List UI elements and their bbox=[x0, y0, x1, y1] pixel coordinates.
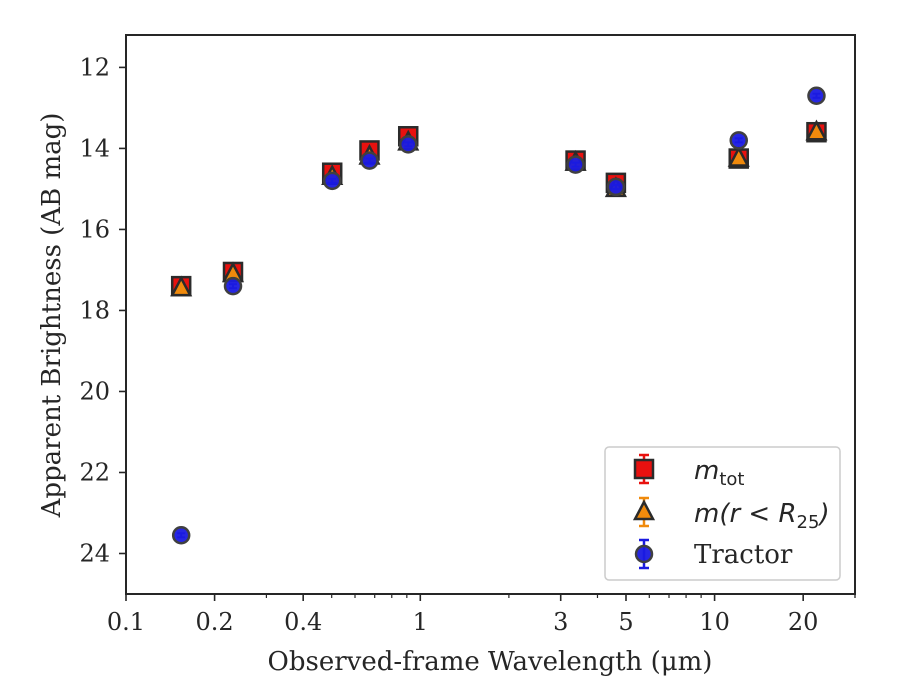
x-tick-label: 0.1 bbox=[107, 608, 145, 636]
legend-entry-mr25: m(r < R25) bbox=[694, 499, 830, 533]
data-point bbox=[322, 171, 342, 191]
legend-mr25-main: m(r < R bbox=[694, 499, 797, 529]
x-tick-label: 5 bbox=[618, 608, 633, 636]
x-axis-label: Observed-frame Wavelength (μm) bbox=[268, 647, 713, 677]
y-tick-label: 14 bbox=[79, 134, 110, 162]
y-tick-label: 20 bbox=[79, 377, 110, 405]
y-tick-label: 22 bbox=[79, 458, 110, 486]
data-point bbox=[170, 275, 193, 297]
legend-entry-tractor: Tractor bbox=[694, 540, 793, 570]
legend: mtot m(r < R25) Tractor bbox=[604, 446, 841, 581]
y-tick-label: 16 bbox=[79, 215, 110, 243]
data-point bbox=[566, 155, 585, 174]
data-point bbox=[171, 526, 191, 545]
x-tick-label: 3 bbox=[553, 608, 568, 636]
legend-handles bbox=[632, 453, 656, 570]
legend-mr25-sub: 25 bbox=[797, 512, 820, 533]
data-point bbox=[398, 135, 418, 154]
y-axis-label: Apparent Brightness (AB mag) bbox=[37, 113, 67, 519]
y-tick-label: 12 bbox=[79, 53, 110, 81]
data-point bbox=[727, 145, 750, 167]
data-point bbox=[606, 177, 626, 197]
plot-frame bbox=[125, 34, 856, 595]
axis-ticks: 0.1 0.2 0.4 1 3 5 10 20 12 14 16 18 20 22 24 bbox=[79, 53, 856, 636]
data-point bbox=[223, 276, 243, 296]
data-point bbox=[805, 119, 828, 141]
x-tick-label: 1 bbox=[413, 608, 428, 636]
data-marks bbox=[170, 86, 828, 545]
legend-entry-mtot: mtot bbox=[694, 456, 744, 490]
data-point bbox=[729, 131, 748, 150]
series-2 bbox=[171, 86, 826, 545]
legend-marker-square bbox=[633, 458, 655, 480]
y-tick-label: 24 bbox=[79, 539, 110, 567]
legend-box bbox=[604, 446, 841, 581]
x-tick-label: 0.2 bbox=[196, 608, 234, 636]
x-tick-label: 20 bbox=[788, 608, 819, 636]
y-tick-label: 18 bbox=[79, 296, 110, 324]
x-tick-label: 0.4 bbox=[284, 608, 322, 636]
x-tick-label: 10 bbox=[699, 608, 730, 636]
legend-marker-triangle bbox=[632, 499, 656, 521]
legend-mtot-main: m bbox=[694, 456, 719, 486]
legend-mtot-sub: tot bbox=[719, 469, 744, 490]
data-point bbox=[360, 151, 379, 170]
legend-marker-circle bbox=[634, 544, 654, 564]
data-point bbox=[807, 86, 826, 106]
legend-mr25-end: ) bbox=[817, 499, 829, 529]
